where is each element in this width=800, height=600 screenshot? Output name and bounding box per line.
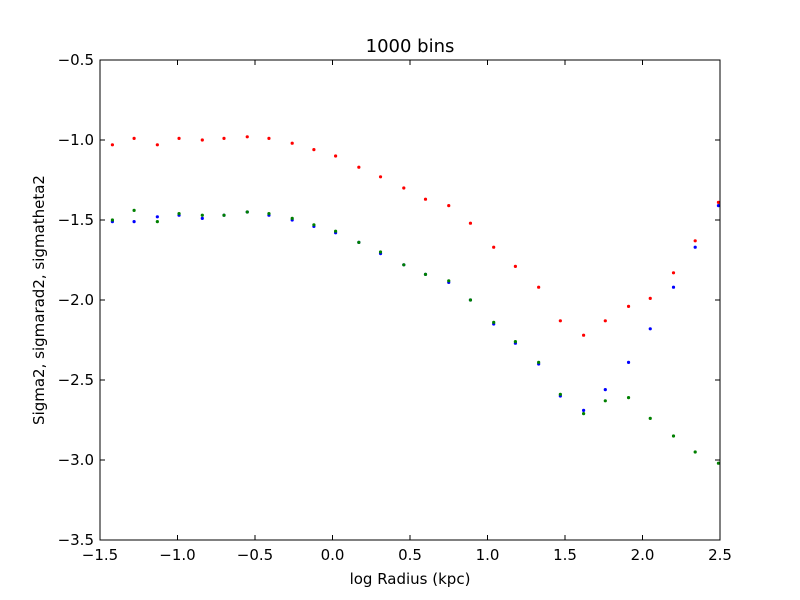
data-point (132, 220, 136, 224)
data-point (648, 296, 652, 300)
data-point (267, 136, 271, 140)
data-point (626, 396, 631, 400)
data-point (110, 218, 114, 222)
data-point (200, 216, 204, 220)
data-point (222, 213, 226, 217)
x-tick-label: 2.5 (708, 546, 732, 564)
data-point (245, 210, 249, 214)
data-point (402, 186, 406, 190)
data-points (110, 135, 721, 465)
data-point (357, 165, 361, 169)
y-tick-label: −0.5 (58, 51, 94, 69)
data-point (447, 204, 451, 208)
data-point (693, 239, 697, 243)
data-point (334, 229, 338, 233)
x-tick-label: 1.0 (476, 546, 500, 564)
y-tick-labels: −3.5 −3.0 −2.5 −2.0 −1.5 −1.0 −0.5 (58, 51, 94, 549)
series-2 (110, 208, 721, 465)
data-point (177, 136, 181, 140)
data-point (378, 250, 383, 254)
data-point (626, 360, 631, 364)
data-point (155, 220, 159, 224)
data-point (312, 148, 316, 152)
data-point (468, 221, 473, 225)
data-point (110, 143, 114, 147)
data-point (357, 240, 361, 244)
data-point (492, 245, 496, 249)
y-tick-label: −2.0 (58, 291, 94, 309)
data-point (200, 213, 204, 217)
x-tick-label: −1.5 (82, 546, 118, 564)
data-point (492, 320, 496, 324)
x-tick-label: 0.0 (321, 546, 345, 564)
data-point (334, 154, 338, 158)
data-point (582, 408, 586, 412)
x-tick-label: 0.5 (398, 546, 422, 564)
chart-title: 1000 bins (366, 36, 455, 57)
data-point (648, 327, 652, 331)
y-tick-label: −1.0 (58, 131, 94, 149)
x-tick-labels: −1.5 −1.0 −0.5 0.0 0.5 1.0 1.5 2.0 2.5 (82, 546, 732, 564)
data-point (468, 298, 473, 302)
data-point (716, 461, 721, 465)
data-point (558, 319, 562, 323)
data-point (716, 200, 721, 204)
data-point (513, 340, 518, 344)
data-point (155, 143, 159, 147)
data-point (132, 208, 136, 212)
data-point (603, 388, 607, 392)
data-point (290, 141, 294, 145)
series-0 (110, 135, 721, 337)
y-axis-label: Sigma2, sigmarad2, sigmatheta2 (30, 175, 48, 425)
data-point (402, 263, 406, 267)
data-point (671, 434, 676, 438)
data-point (267, 212, 271, 216)
data-point (423, 197, 428, 201)
data-point (603, 319, 607, 323)
data-point (648, 416, 652, 420)
x-axis-label: log Radius (kpc) (350, 570, 471, 588)
data-point (200, 138, 204, 142)
y-tick-label: −2.5 (58, 371, 94, 389)
x-tick-label: −1.0 (159, 546, 195, 564)
data-point (693, 450, 697, 454)
plot-background (100, 60, 720, 540)
data-point (693, 245, 697, 249)
data-point (245, 135, 249, 139)
data-point (582, 333, 586, 337)
data-point (222, 136, 226, 140)
data-point (155, 215, 159, 219)
plot-area (99, 59, 721, 541)
data-point (132, 136, 136, 140)
y-tick-label: −3.0 (58, 451, 94, 469)
data-point (290, 216, 294, 220)
data-point (513, 264, 518, 268)
x-tick-label: 2.0 (631, 546, 655, 564)
data-point (582, 412, 586, 416)
data-point (558, 392, 562, 396)
data-point (447, 279, 451, 283)
plot-frame (99, 59, 721, 541)
y-tick-label: −3.5 (58, 531, 94, 549)
x-tick-label: −0.5 (237, 546, 273, 564)
data-point (671, 271, 676, 275)
data-point (537, 285, 541, 289)
data-point (716, 204, 721, 208)
data-point (671, 285, 676, 289)
data-point (312, 223, 316, 227)
data-point (626, 304, 631, 308)
x-tick-label: 1.5 (553, 546, 577, 564)
data-point (603, 399, 607, 403)
data-point (423, 272, 428, 276)
data-point (177, 212, 181, 216)
data-point (378, 175, 383, 179)
y-tick-label: −1.5 (58, 211, 94, 229)
data-point (537, 360, 541, 364)
